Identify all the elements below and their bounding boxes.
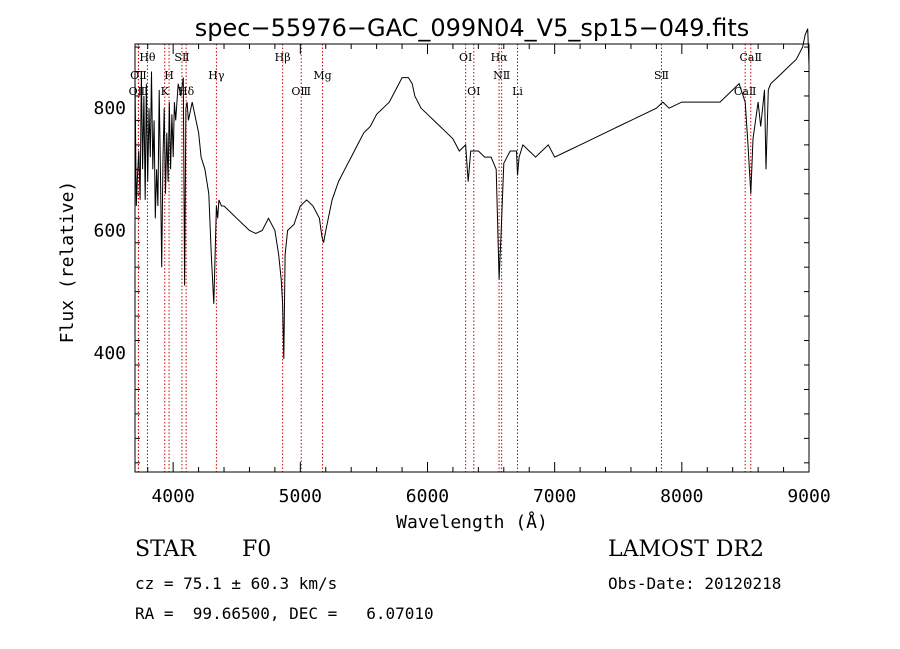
- x-tick-label: 7000: [533, 486, 576, 507]
- line-label: Hθ: [139, 51, 156, 64]
- line-label: Hβ: [275, 51, 291, 64]
- line-label: OⅠ: [459, 51, 472, 64]
- subclass-label: F0: [242, 537, 272, 562]
- spectrum-line: [134, 28, 810, 359]
- x-tick-label: 6000: [406, 486, 449, 507]
- line-label: CaⅡ: [734, 85, 756, 98]
- coordinates: RA = 99.66500, DEC = 6.07010: [135, 604, 434, 623]
- y-tick-label: 600: [93, 220, 126, 241]
- line-label: OⅢ: [129, 85, 149, 98]
- obs-date: Obs-Date: 20120218: [608, 574, 782, 593]
- line-label: Mg: [313, 69, 331, 82]
- y-tick-label: 400: [93, 343, 126, 364]
- chart-title: spec−55976−GAC_099N04_V5_sp15−049.fits: [195, 14, 749, 42]
- x-ticks: 4000 5000 6000 7000 8000 9000: [147, 44, 831, 507]
- line-label: CaⅡ: [740, 51, 762, 64]
- line-label: K: [161, 85, 170, 98]
- y-axis-label: Flux (relative): [57, 181, 78, 344]
- line-label: OⅡ: [130, 69, 147, 82]
- x-axis-label: Wavelength (Å): [396, 511, 548, 533]
- line-label: NⅡ: [493, 69, 510, 82]
- class-label: STAR: [135, 537, 196, 562]
- x-tick-label: 9000: [787, 486, 830, 507]
- line-label: SⅡ: [174, 51, 189, 64]
- survey-label: LAMOST DR2: [608, 537, 764, 562]
- line-label: OⅢ: [291, 85, 311, 98]
- cz-readout: cz = 75.1 ± 60.3 km/s: [135, 574, 338, 593]
- line-label: SⅡ: [654, 69, 669, 82]
- line-label: H: [164, 69, 174, 82]
- line-label: Hγ: [208, 69, 225, 82]
- x-tick-label: 4000: [151, 486, 194, 507]
- plot-frame: [134, 43, 810, 473]
- x-tick-label: 8000: [660, 486, 703, 507]
- x-tick-label: 5000: [279, 486, 322, 507]
- line-label: OⅠ: [467, 85, 480, 98]
- line-markers: [137, 44, 752, 472]
- y-ticks: 400 600 800: [93, 46, 809, 464]
- line-label: Hα: [491, 51, 509, 64]
- y-tick-label: 800: [93, 98, 126, 119]
- line-label: Li: [512, 85, 523, 98]
